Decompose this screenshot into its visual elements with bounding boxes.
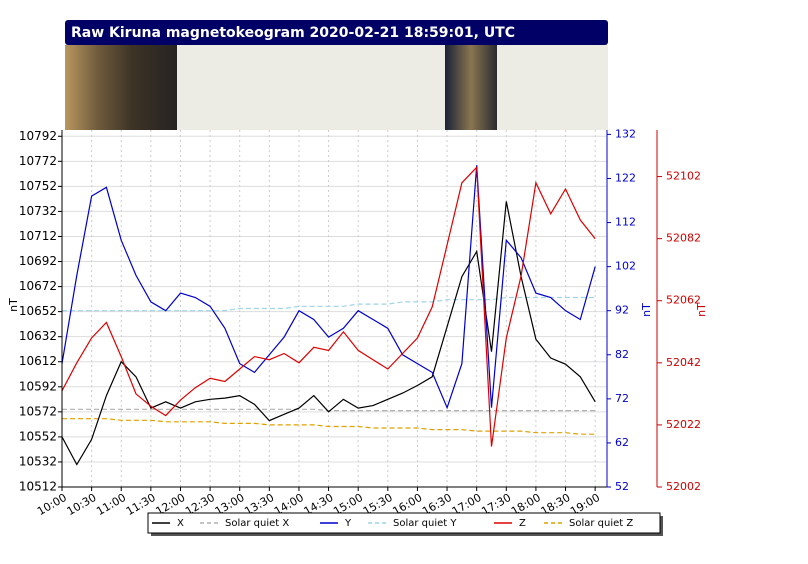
header-bar <box>65 20 608 45</box>
series-line <box>62 296 596 312</box>
x-tick-label: 11:00 <box>94 491 128 518</box>
y2-tick-label: 132 <box>615 127 636 140</box>
y3-tick-label: 52022 <box>666 418 701 431</box>
chart-title: Raw Kiruna magnetokeogram 2020-02-21 18:… <box>71 25 515 41</box>
legend <box>147 512 661 534</box>
x-tick-label: 10:30 <box>65 491 99 518</box>
y-tick-label: 10652 <box>19 304 57 318</box>
y-tick-label: 10512 <box>19 480 57 494</box>
keogram-image <box>65 45 177 130</box>
y-tick-label: 10672 <box>19 279 57 293</box>
series-line <box>62 408 596 412</box>
y2-axis-label: nT <box>640 303 653 317</box>
y2-tick-label: 112 <box>615 216 636 229</box>
y3-tick-label: 52002 <box>666 480 701 493</box>
y2-tick-label: 82 <box>615 348 629 361</box>
legend-label: Solar quiet X <box>225 518 289 529</box>
legend-label: X <box>177 518 184 529</box>
y3-axis-label: nT <box>695 303 708 317</box>
y2-tick-label: 92 <box>615 304 629 317</box>
y-tick-label: 10572 <box>19 404 57 418</box>
y-tick-label: 10692 <box>19 254 57 268</box>
y-tick-label: 10552 <box>19 429 57 443</box>
y2-tick-label: 62 <box>615 436 629 449</box>
y2-tick-label: 122 <box>615 171 636 184</box>
y-axis-label: nT <box>7 298 20 312</box>
legend-label: Y <box>344 518 352 529</box>
y2-tick-label: 72 <box>615 392 629 405</box>
y-tick-label: 10532 <box>19 454 57 468</box>
plot-area <box>62 130 607 487</box>
legend-label: Solar quiet Y <box>393 518 457 529</box>
y2-tick-label: 52 <box>615 480 629 493</box>
y-tick-label: 10632 <box>19 329 57 343</box>
y-tick-label: 10752 <box>19 179 57 193</box>
y3-tick-label: 52062 <box>666 294 701 307</box>
x-tick-label: 10:00 <box>35 491 69 518</box>
y-tick-label: 10732 <box>19 204 57 218</box>
y3-tick-label: 52042 <box>666 356 701 369</box>
y3-tick-label: 52102 <box>666 170 701 183</box>
y-tick-label: 10712 <box>19 229 57 243</box>
y-tick-label: 10612 <box>19 354 57 368</box>
series-line <box>61 165 596 447</box>
y3-tick-label: 52082 <box>666 232 701 245</box>
y-tick-label: 10592 <box>19 379 57 393</box>
y-tick-label: 10772 <box>19 154 57 168</box>
series-line <box>61 201 596 466</box>
keogram-image <box>445 45 497 130</box>
legend-label: Z <box>519 518 526 529</box>
y-tick-label: 10792 <box>19 129 57 143</box>
series-line <box>61 165 596 410</box>
legend-label: Solar quiet Z <box>569 518 633 529</box>
series-line <box>62 418 596 435</box>
y2-tick-label: 102 <box>615 260 636 273</box>
